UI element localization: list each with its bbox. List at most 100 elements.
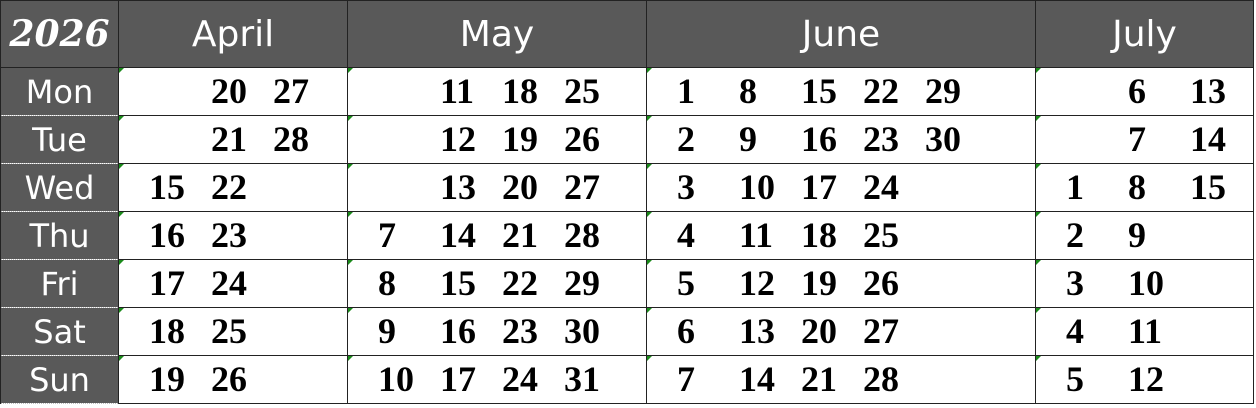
day-label-sat[interactable]: Sat — [0, 307, 119, 356]
date-number — [1190, 261, 1252, 307]
date-number: 28 — [273, 119, 309, 159]
date-number — [378, 165, 440, 211]
date-list: 18 25 — [120, 309, 347, 355]
date-cell[interactable]: 2 9 16 23 30 — [646, 115, 1036, 164]
date-number: 6 — [1128, 71, 1146, 111]
year-header[interactable]: 2026 — [0, 0, 119, 68]
date-number: 18 — [801, 215, 837, 255]
week-day-row: Fri 17 24 8 15 22 29 5 12 19 26 3 10 — [0, 259, 1254, 308]
error-indicator-icon — [1036, 68, 1041, 73]
error-indicator-icon — [119, 356, 124, 361]
date-list: 13 20 27 — [349, 165, 646, 211]
day-label-mon[interactable]: Mon — [0, 67, 119, 116]
date-cell[interactable]: 19 26 — [118, 355, 348, 404]
date-cell[interactable]: 16 23 — [118, 211, 348, 260]
date-number: 20 — [502, 167, 538, 207]
date-cell[interactable]: 3 10 — [1035, 259, 1254, 308]
date-cell[interactable]: 7 14 — [1035, 115, 1254, 164]
day-label-fri[interactable]: Fri — [0, 259, 119, 308]
date-number — [273, 213, 335, 259]
error-indicator-icon — [348, 68, 353, 73]
month-header-july[interactable]: July — [1035, 0, 1254, 68]
date-number: 8 — [739, 71, 757, 111]
error-indicator-icon — [647, 68, 652, 73]
error-indicator-icon — [348, 212, 353, 217]
date-number: 13 — [739, 311, 775, 351]
date-number: 19 — [502, 119, 538, 159]
date-cell[interactable]: 9 16 23 30 — [347, 307, 647, 356]
date-number: 23 — [211, 215, 247, 255]
date-number: 27 — [273, 71, 309, 111]
date-number: 21 — [801, 359, 837, 399]
date-number: 30 — [564, 311, 600, 351]
date-number: 17 — [801, 167, 837, 207]
date-number — [273, 309, 335, 355]
error-indicator-icon — [1036, 260, 1041, 265]
date-number: 28 — [863, 359, 899, 399]
date-cell[interactable]: 10 17 24 31 — [347, 355, 647, 404]
day-label-sun[interactable]: Sun — [0, 355, 119, 404]
date-number: 13 — [440, 167, 476, 207]
date-number — [1190, 213, 1252, 259]
date-cell[interactable]: 8 15 22 29 — [347, 259, 647, 308]
error-indicator-icon — [119, 116, 124, 121]
date-cell[interactable]: 12 19 26 — [347, 115, 647, 164]
date-list: 4 11 18 25 — [648, 213, 1035, 259]
error-indicator-icon — [647, 356, 652, 361]
date-list: 1 8 15 — [1037, 165, 1253, 211]
date-number: 10 — [378, 359, 414, 399]
date-number: 12 — [440, 119, 476, 159]
date-cell[interactable]: 6 13 20 27 — [646, 307, 1036, 356]
day-label-tue[interactable]: Tue — [0, 115, 119, 164]
date-number: 17 — [440, 359, 476, 399]
error-indicator-icon — [1036, 356, 1041, 361]
date-cell[interactable]: 11 18 25 — [347, 67, 647, 116]
date-number: 19 — [149, 359, 185, 399]
error-indicator-icon — [1036, 116, 1041, 121]
month-header-april[interactable]: April — [118, 0, 348, 68]
date-cell[interactable]: 5 12 — [1035, 355, 1254, 404]
date-number: 1 — [677, 71, 695, 111]
date-number: 9 — [739, 119, 757, 159]
date-list: 9 16 23 30 — [349, 309, 646, 355]
date-cell[interactable]: 1 8 15 — [1035, 163, 1254, 212]
date-cell[interactable]: 15 22 — [118, 163, 348, 212]
date-cell[interactable]: 13 20 27 — [347, 163, 647, 212]
date-number: 21 — [211, 119, 247, 159]
date-number: 22 — [211, 167, 247, 207]
date-cell[interactable]: 17 24 — [118, 259, 348, 308]
date-cell[interactable]: 4 11 18 25 — [646, 211, 1036, 260]
month-header-may[interactable]: May — [347, 0, 647, 68]
date-cell[interactable]: 4 11 — [1035, 307, 1254, 356]
error-indicator-icon — [348, 308, 353, 313]
date-cell[interactable]: 1 8 15 22 29 — [646, 67, 1036, 116]
date-cell[interactable]: 21 28 — [118, 115, 348, 164]
date-number: 20 — [211, 71, 247, 111]
date-cell[interactable]: 6 13 — [1035, 67, 1254, 116]
date-number: 5 — [677, 263, 695, 303]
date-list: 7 14 — [1037, 117, 1253, 163]
month-header-june[interactable]: June — [646, 0, 1036, 68]
date-number: 27 — [863, 311, 899, 351]
date-number — [1190, 357, 1252, 403]
date-number: 14 — [1190, 119, 1226, 159]
date-number: 21 — [502, 215, 538, 255]
date-number: 11 — [1128, 311, 1163, 351]
day-label-thu[interactable]: Thu — [0, 211, 119, 260]
week-day-row: Wed 15 22 13 20 27 3 10 17 24 1 8 15 — [0, 163, 1254, 212]
date-cell[interactable]: 5 12 19 26 — [646, 259, 1036, 308]
date-list: 4 11 — [1037, 309, 1253, 355]
date-number — [1066, 69, 1128, 115]
date-number: 25 — [564, 71, 600, 111]
date-list: 7 14 21 28 — [648, 357, 1035, 403]
date-cell[interactable]: 18 25 — [118, 307, 348, 356]
day-label-wed[interactable]: Wed — [0, 163, 119, 212]
date-cell[interactable]: 20 27 — [118, 67, 348, 116]
date-list: 20 27 — [120, 69, 347, 115]
date-cell[interactable]: 3 10 17 24 — [646, 163, 1036, 212]
week-day-row: Sun 19 26 10 17 24 31 7 14 21 28 5 12 — [0, 355, 1254, 404]
date-cell[interactable]: 7 14 21 28 — [646, 355, 1036, 404]
date-cell[interactable]: 7 14 21 28 — [347, 211, 647, 260]
date-number — [149, 117, 211, 163]
